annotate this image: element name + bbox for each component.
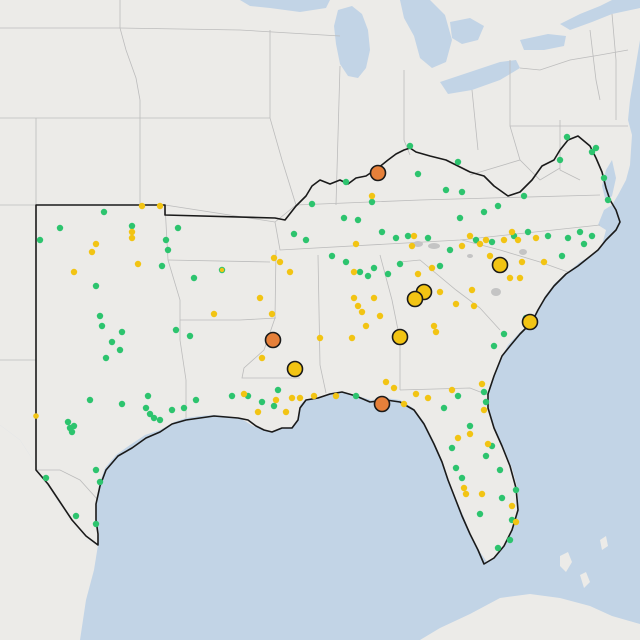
chesapeake-bay [602,160,616,202]
st-lawrence [560,0,640,30]
large-orange-marker[interactable] [264,331,282,349]
large-yellow-marker[interactable] [406,290,424,308]
reservoirs [413,241,527,296]
large-yellow-marker[interactable] [521,313,539,331]
large-orange-marker[interactable] [369,164,387,182]
large-yellow-marker[interactable] [491,256,509,274]
lake-michigan [334,6,370,78]
large-yellow-marker[interactable] [286,360,304,378]
bahamas-land [560,536,608,588]
large-orange-markers[interactable] [264,164,391,413]
large-yellow-markers[interactable] [286,256,539,378]
region-outline [35,135,621,565]
large-yellow-marker[interactable] [391,328,409,346]
lake-superior [240,0,330,12]
state-borders [0,0,629,501]
large-orange-marker[interactable] [373,395,391,413]
green-dots[interactable] [36,133,612,552]
lake-huron [400,0,484,68]
cuba-land [420,594,640,640]
lake-erie [440,60,520,94]
yellow-dots[interactable] [33,170,548,526]
lake-ontario [520,34,566,50]
mexico-land [0,425,98,640]
